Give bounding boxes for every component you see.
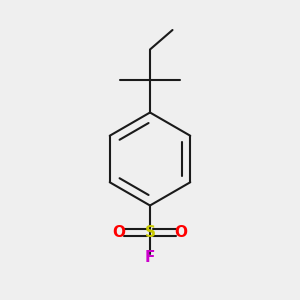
Text: O: O (174, 225, 188, 240)
Text: S: S (145, 225, 155, 240)
Text: F: F (145, 250, 155, 266)
Text: O: O (112, 225, 126, 240)
